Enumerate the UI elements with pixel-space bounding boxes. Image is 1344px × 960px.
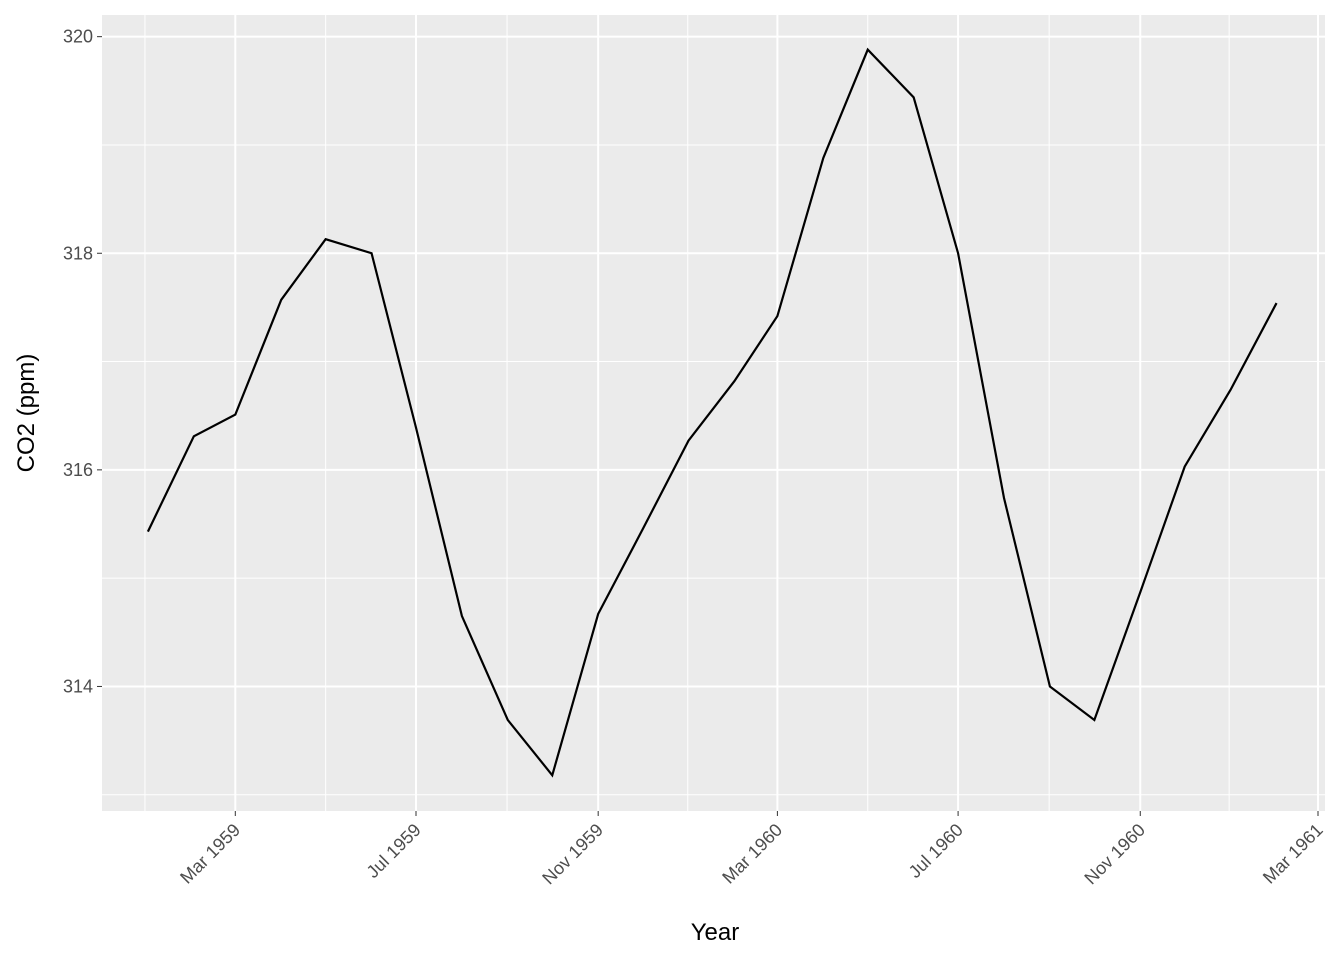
panel [102,15,1325,811]
x-tick-label: Nov 1960 [1080,820,1149,889]
y-tick-label: 314 [63,676,93,696]
line [146,47,1278,778]
x-axis-title: Year [691,919,740,946]
x-tick-label: Nov 1959 [538,820,607,889]
y-tick-label: 320 [63,27,93,47]
y-tick-label: 316 [63,460,93,480]
x-tick-label: Jul 1959 [363,820,425,882]
x-tick-label: Jul 1960 [905,820,967,882]
x-tick-label: Mar 1960 [718,820,786,888]
y-axis-title: CO2 (ppm) [13,354,40,473]
x-tick-label: Mar 1961 [1259,820,1327,888]
x-tick-label: Mar 1959 [176,820,244,888]
y-tick-label: 318 [63,243,93,263]
